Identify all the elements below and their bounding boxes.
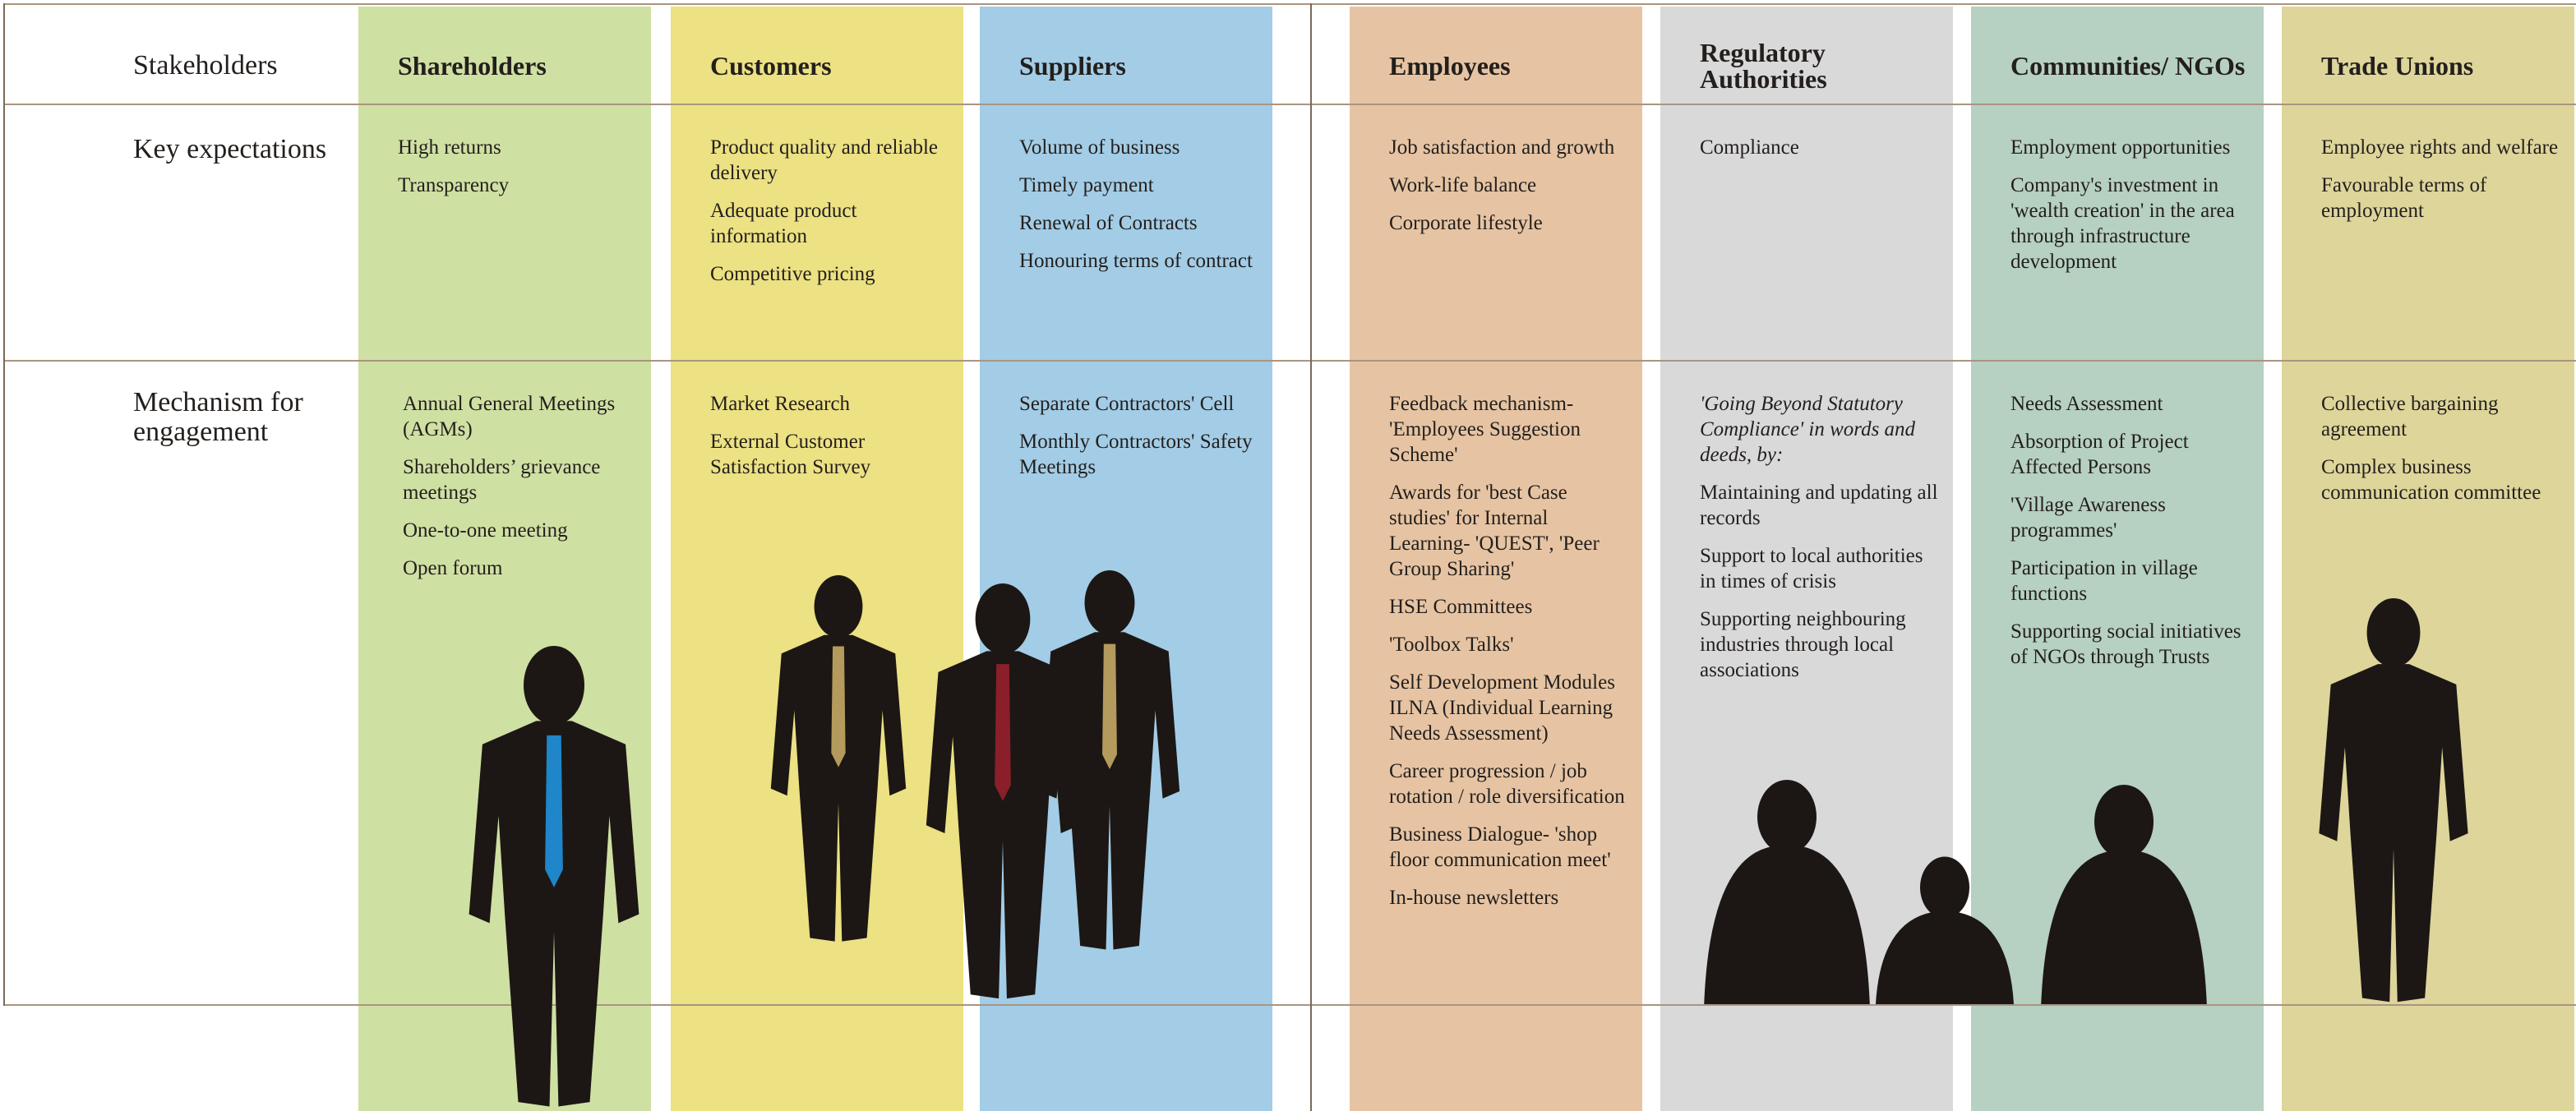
silhouette <box>2041 851 2207 1004</box>
silhouette <box>523 646 585 725</box>
engagement-item: Supporting social initiatives of NGOs th… <box>2010 620 2241 668</box>
engagement-item: Market Research <box>710 393 851 415</box>
silhouette <box>1876 912 2014 1004</box>
engagement-item: Awards for 'best Case studies' for Inter… <box>1389 482 1600 580</box>
engagement-item: In-house newsletters <box>1389 887 1559 909</box>
border <box>5 3 2576 5</box>
silhouette <box>995 664 1011 801</box>
engagement-item: 'Toolbox Talks' <box>1389 634 1514 656</box>
expectation-item: Honouring terms of contract <box>1019 250 1253 272</box>
engagement-item: Support to local authorities in times of… <box>1700 545 1923 592</box>
engagement-item: Absorption of Project Affected Persons <box>2010 431 2189 478</box>
silhouette <box>1084 570 1135 635</box>
expectations: High returns Transparency <box>398 135 636 210</box>
engagement-item: Collective bargaining agreement <box>2321 393 2499 440</box>
silhouette <box>1757 780 1817 854</box>
engagement-item: Business Dialogue- 'shop floor communica… <box>1389 823 1611 871</box>
engagement-item: HSE Committees <box>1389 596 1533 618</box>
expectations: Product quality and reliable delivery Ade… <box>710 135 949 299</box>
engagement-intro: 'Going Beyond Statutory Compliance' in w… <box>1700 393 1916 466</box>
column-divider <box>1310 3 1312 1111</box>
engagement-item: Complex business communication committee <box>2321 456 2541 504</box>
engagement-item: Supporting neighbouring industries throu… <box>1700 608 1906 681</box>
engagement-item: External Customer Satisfaction Survey <box>710 431 871 478</box>
row-divider <box>5 104 2576 105</box>
engagement-item: 'Village Awareness programmes' <box>2010 494 2166 542</box>
row-label: Mechanism for engagement <box>133 387 303 447</box>
engagement-item: Maintaining and updating all records <box>1700 482 1938 529</box>
expectation-item: Timely payment <box>1019 174 1154 196</box>
column-header: Trade Unions <box>2321 51 2474 81</box>
expectations: Volume of business Timely payment Renewal … <box>1019 135 1258 286</box>
row-label: Stakeholders <box>133 50 278 81</box>
silhouette <box>469 721 639 1107</box>
row-divider <box>5 360 2576 362</box>
silhouette <box>926 651 1080 999</box>
expectation-item: Job satisfaction and growth <box>1389 136 1615 159</box>
silhouette <box>814 575 863 638</box>
silhouette <box>1102 643 1117 769</box>
engagement-item: Open forum <box>403 557 503 579</box>
column-header: Employees <box>1389 51 1511 81</box>
expectations: Employee rights and welfare Favourable te… <box>2321 135 2560 236</box>
engagement: Market Research External Customer Satisfa… <box>710 391 949 492</box>
silhouette <box>1039 632 1180 950</box>
expectation-item: Competitive pricing <box>710 263 875 285</box>
engagement-item: Career progression / job rotation / role… <box>1389 760 1625 808</box>
silhouette <box>2094 785 2154 859</box>
expectation-item: Corporate lifestyle <box>1389 212 1543 234</box>
expectation-item: Renewal of Contracts <box>1019 212 1198 234</box>
silhouette <box>1920 856 1969 919</box>
expectation-item: Volume of business <box>1019 136 1180 159</box>
engagement: Collective bargaining agreement Complex b… <box>2321 391 2560 518</box>
column-header: Customers <box>710 51 832 81</box>
expectation-item: Transparency <box>398 174 510 196</box>
expectation-item: Work-life balance <box>1389 174 1537 196</box>
engagement-item: Participation in village functions <box>2010 557 2198 605</box>
column-header: Communities/ NGOs <box>2010 51 2246 81</box>
expectations: Employment opportunities Company's invest… <box>2010 135 2249 287</box>
silhouette <box>2366 598 2421 667</box>
silhouette <box>2319 664 2468 1003</box>
engagement-item: Shareholders’ grievance meetings <box>403 456 601 504</box>
expectation-item: Adequate product information <box>710 200 857 247</box>
column-header: Suppliers <box>1019 51 1126 81</box>
expectation-item: Employment opportunities <box>2010 136 2231 159</box>
engagement-item: Self Development Modules ILNA (Individua… <box>1389 671 1615 745</box>
silhouette <box>975 583 1031 655</box>
silhouette <box>545 735 563 887</box>
silhouette <box>831 646 846 768</box>
expectation-item: Employee rights and welfare <box>2321 136 2559 159</box>
expectations: Job satisfaction and growth Work-life bal… <box>1389 135 1627 248</box>
expectation-item: Compliance <box>1700 136 1799 159</box>
engagement: Separate Contractors' Cell Monthly Contra… <box>1019 391 1258 492</box>
expectation-item: High returns <box>398 136 501 159</box>
silhouette <box>1704 846 1870 1004</box>
expectation-item: Company's investment in 'wealth creation… <box>2010 174 2235 273</box>
engagement-item: Annual General Meetings (AGMs) <box>403 393 616 440</box>
border <box>3 3 5 1006</box>
column-header: Regulatory Authorities <box>1700 38 1827 94</box>
row-label: Key expectations <box>133 134 327 164</box>
engagement-item: Feedback mechanism- 'Employees Suggestio… <box>1389 393 1581 466</box>
silhouette <box>770 634 907 942</box>
row-divider <box>5 1004 2576 1006</box>
engagement: 'Going Beyond Statutory Compliance' in w… <box>1700 391 1938 695</box>
engagement-item: One-to-one meeting <box>403 519 568 542</box>
engagement-item: Separate Contractors' Cell <box>1019 393 1235 415</box>
column-header: Shareholders <box>398 51 547 81</box>
column-band <box>1350 7 1642 1111</box>
expectation-item: Product quality and reliable delivery <box>710 136 939 184</box>
engagement: Annual General Meetings (AGMs) Shareholde… <box>403 391 641 593</box>
expectations: Compliance <box>1700 135 1938 173</box>
engagement: Needs Assessment Absorption of Project Af… <box>2010 391 2249 682</box>
engagement: Feedback mechanism- 'Employees Suggestio… <box>1389 391 1627 923</box>
engagement-item: Monthly Contractors' Safety Meetings <box>1019 431 1253 478</box>
engagement-item: Needs Assessment <box>2010 393 2163 415</box>
expectation-item: Favourable terms of employment <box>2321 174 2487 222</box>
